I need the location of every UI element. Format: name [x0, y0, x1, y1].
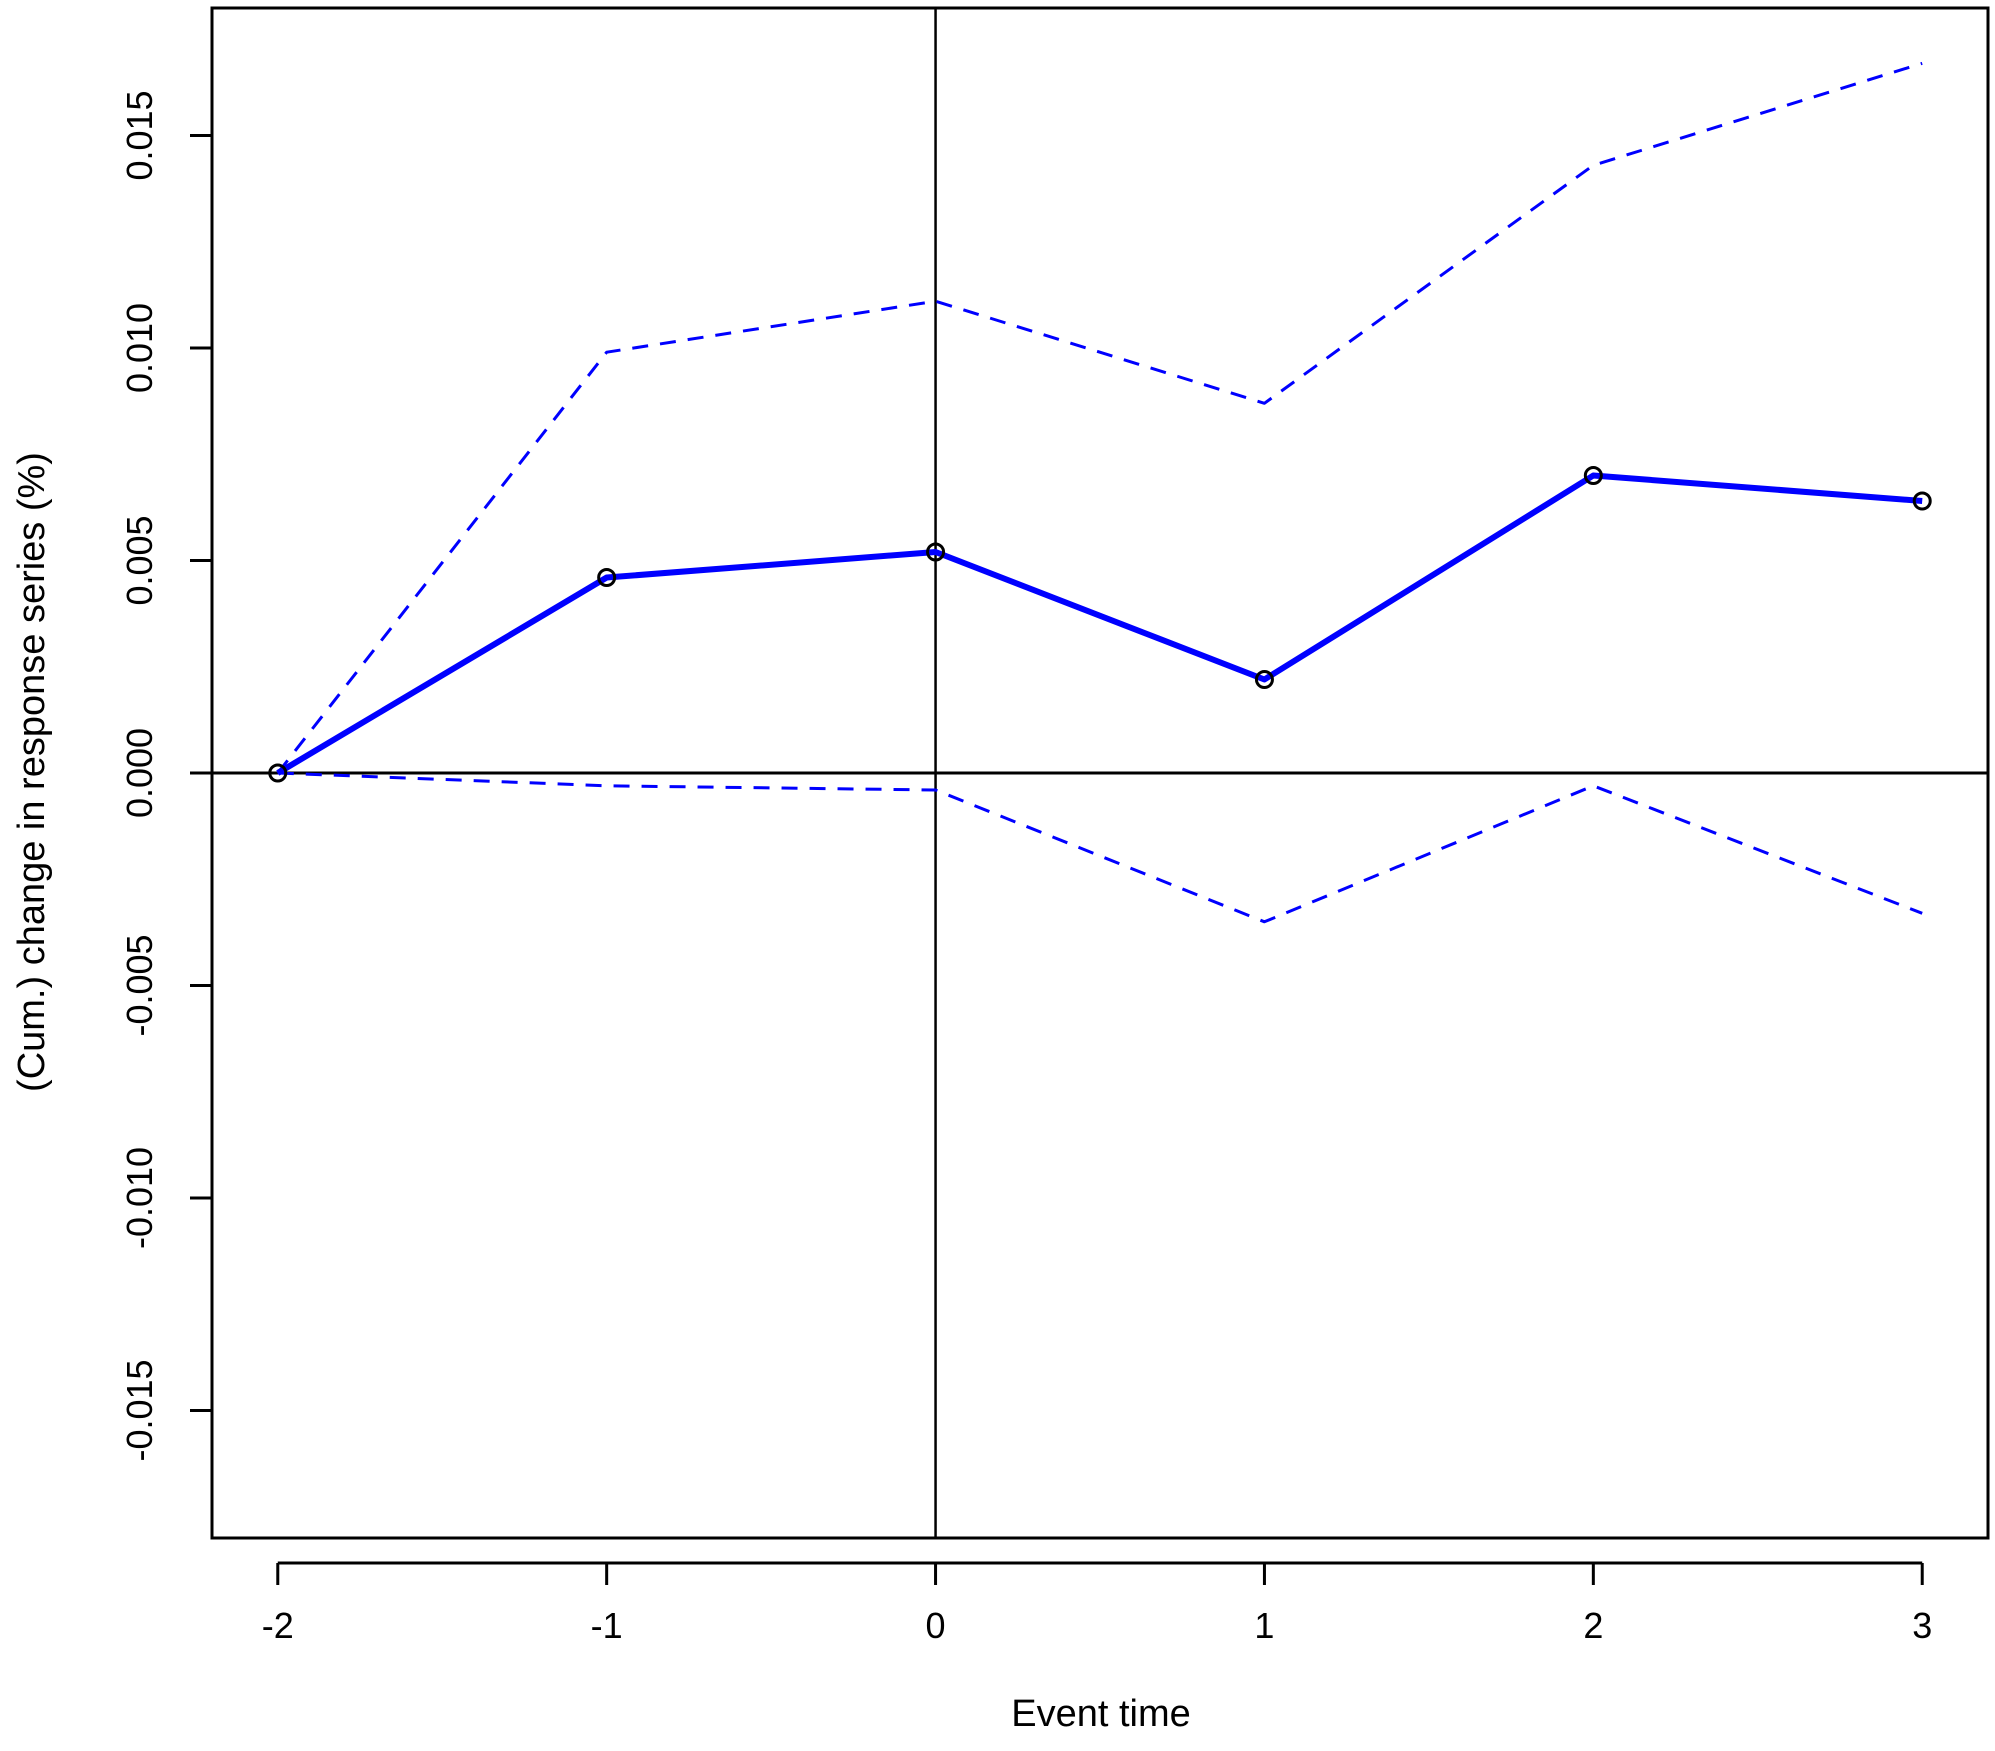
estimate-point [1254, 670, 1274, 689]
estimate-point [597, 568, 617, 587]
x-tick-label: -1 [591, 1605, 623, 1646]
lower-series-line [277, 771, 1923, 924]
estimate-series-line [276, 472, 1923, 776]
y-tick-label: 0.005 [119, 515, 160, 605]
x-tick-label: 0 [926, 1605, 946, 1646]
x-axis-title: Event time [1011, 1693, 1191, 1735]
x-tick-label: 3 [1912, 1605, 1932, 1646]
series-layer [276, 61, 1923, 924]
estimate-point [926, 542, 946, 562]
upper-series-line [276, 61, 1923, 774]
y-axis: -0.015 -0.010 -0.005 0.000 0.005 0.010 0.015 [119, 90, 212, 1462]
y-tick-label: -0.015 [119, 1359, 160, 1461]
y-axis-title: (Cum.) change in response series (%) [11, 452, 53, 1092]
y-tick-label: 0.015 [119, 90, 160, 180]
estimate-point [1912, 491, 1932, 511]
estimate-point [1583, 466, 1603, 485]
x-axis: -2 -1 0 1 2 3 [262, 1561, 1932, 1646]
markers-layer [268, 466, 1932, 783]
reference-lines [212, 8, 1988, 1538]
y-tick-label: 0.010 [119, 303, 160, 393]
y-tick-label: 0.000 [119, 728, 160, 818]
x-tick-label: 2 [1583, 1605, 1603, 1646]
y-tick-label: -0.010 [119, 1147, 160, 1249]
x-tick-label: 1 [1254, 1605, 1274, 1646]
estimate-point [268, 763, 288, 783]
x-tick-label: -2 [262, 1605, 294, 1646]
y-tick-label: -0.005 [119, 934, 160, 1036]
